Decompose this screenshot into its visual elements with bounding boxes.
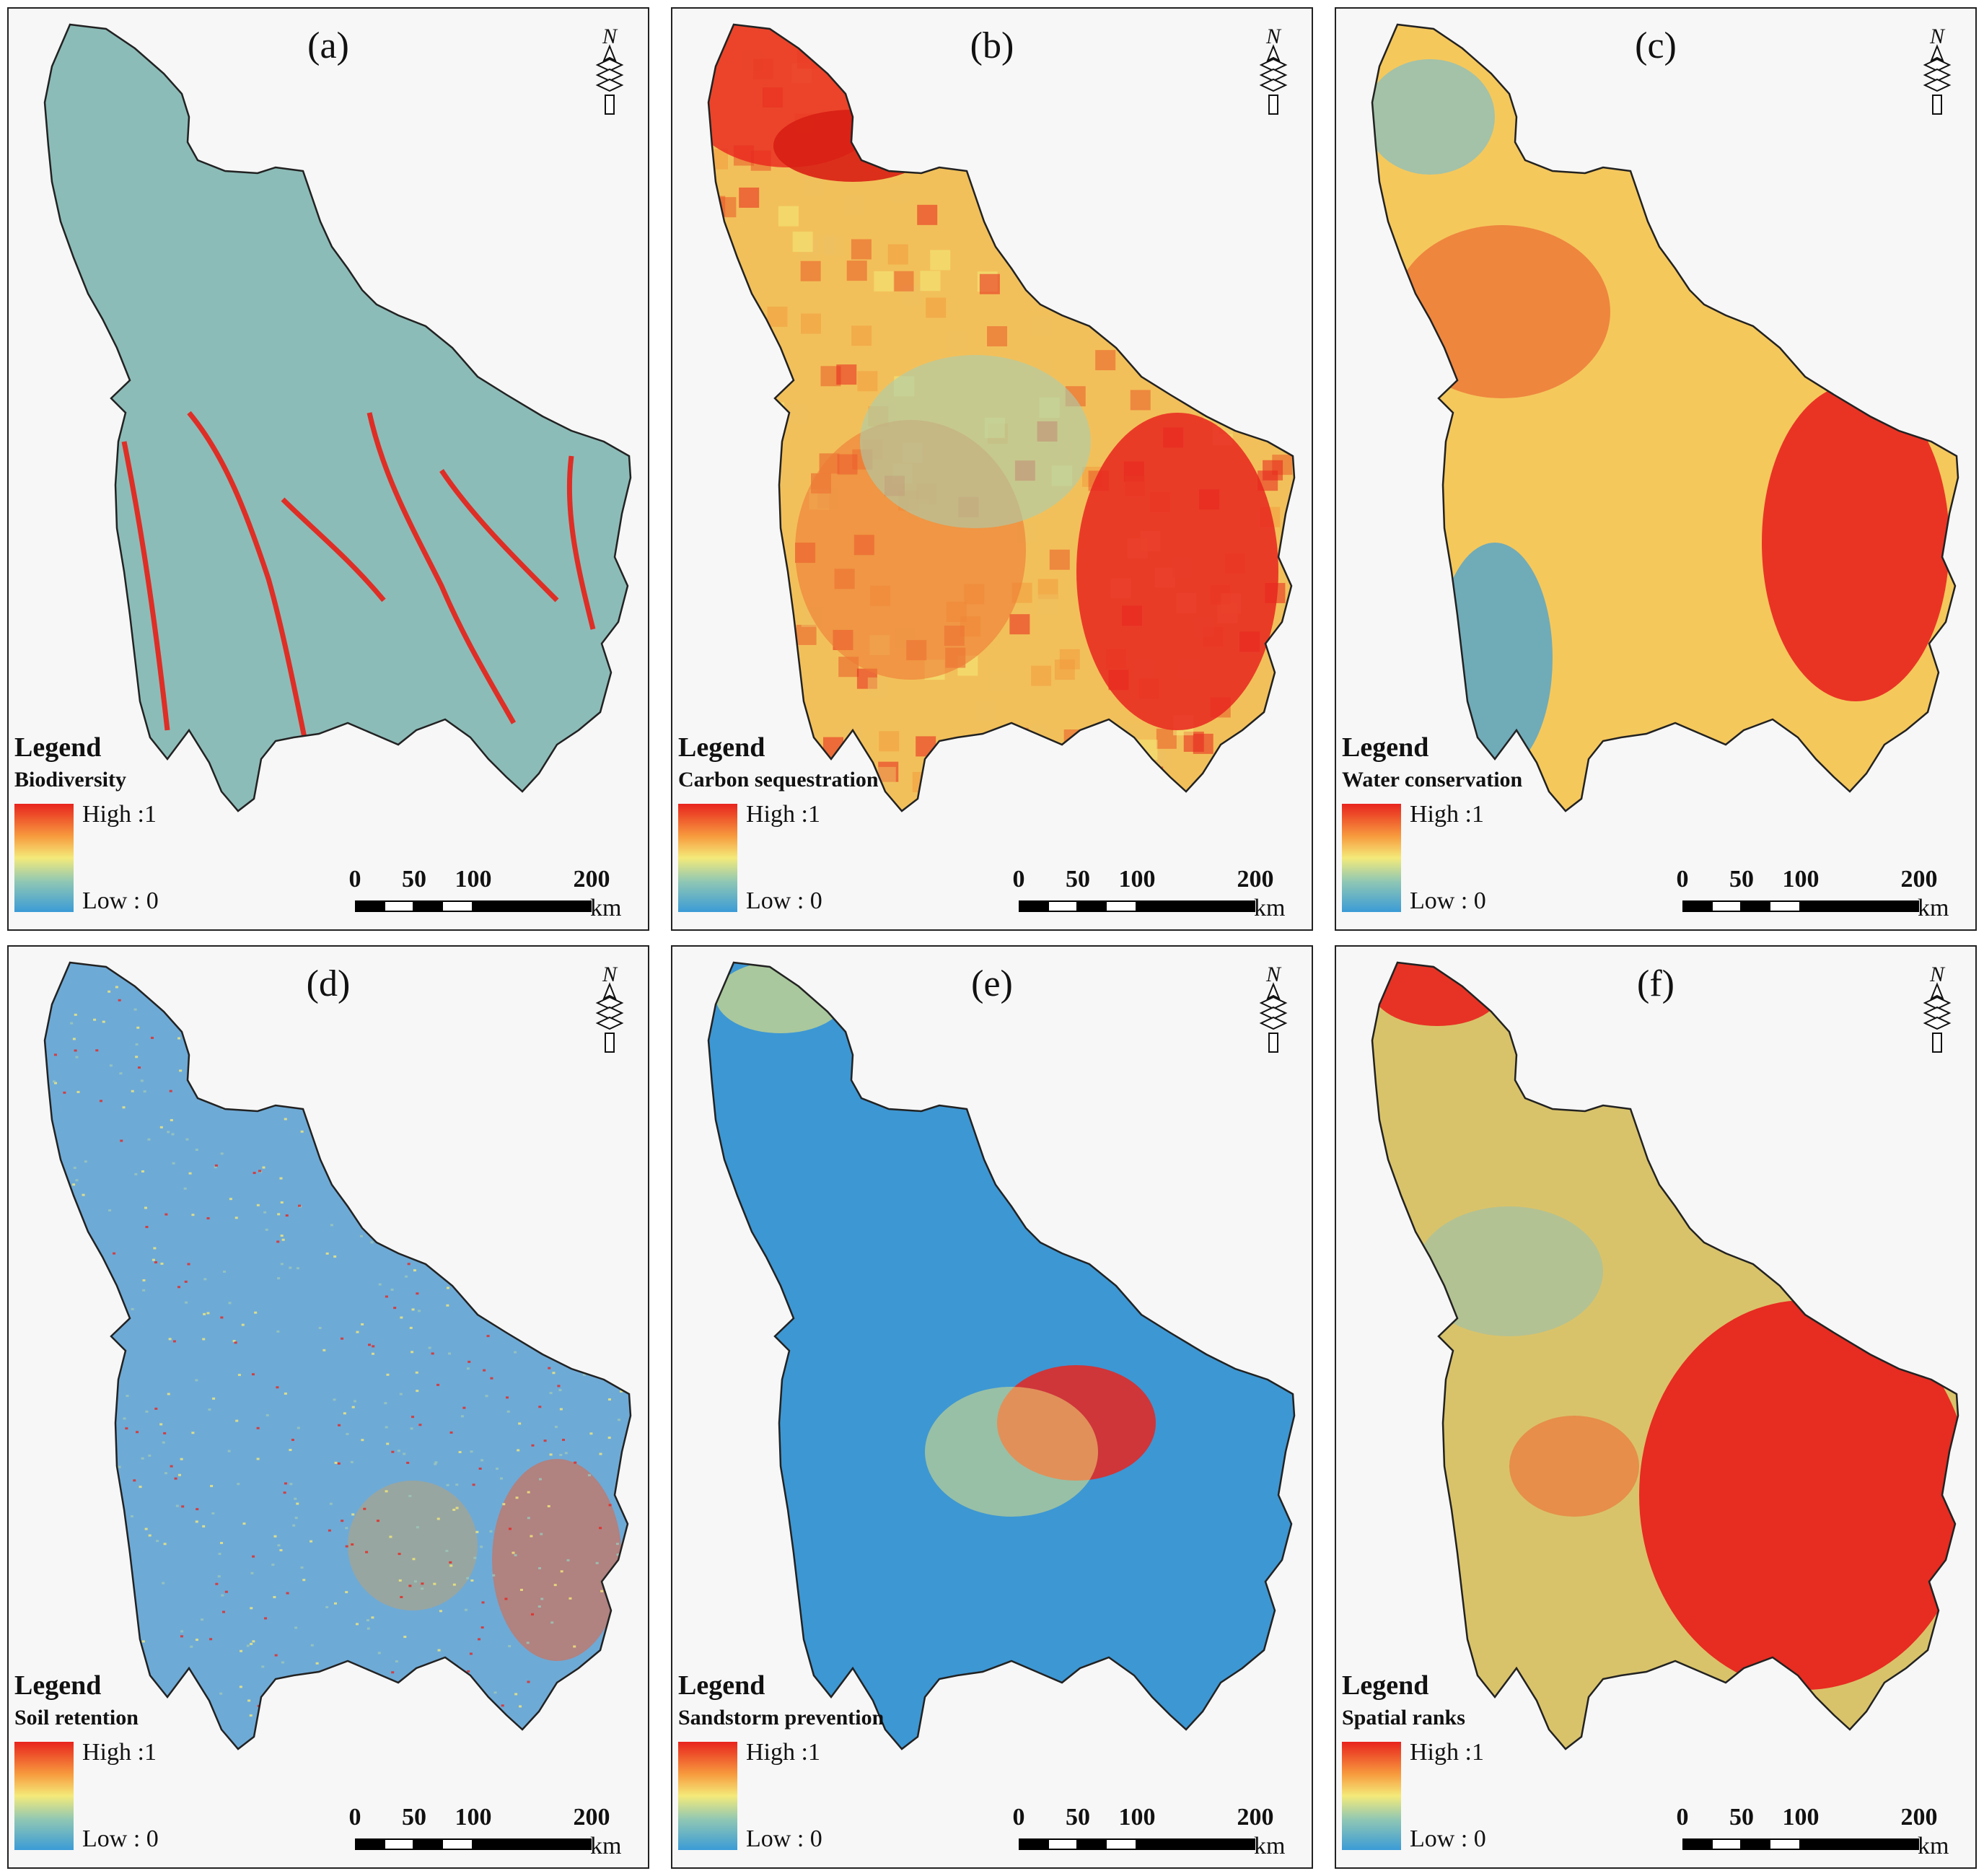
legend-high-label: High :1 (82, 1739, 157, 1766)
scale-bar: 0 50 100 200 (1006, 866, 1274, 912)
map-area (1371, 23, 1959, 812)
scale-tick-50: 50 (1066, 866, 1090, 893)
legend-title: Legend (1342, 1670, 1429, 1701)
scale-tick-100: 100 (1118, 1804, 1156, 1831)
scale-bar: 0 50 100 200 (1669, 1804, 1938, 1850)
legend-high-label: High :1 (746, 801, 820, 828)
legend-layer-name: Carbon sequestration (678, 768, 879, 792)
scale-bar: 0 50 100 200 (342, 1804, 610, 1850)
map-panel-b: (b) N Legend Carbon sequestration High :… (671, 7, 1313, 931)
legend-layer-name: Soil retention (14, 1706, 139, 1730)
scale-tick-50: 50 (1066, 1804, 1090, 1831)
scale-unit: km (590, 895, 622, 921)
scale-tick-0: 0 (348, 866, 361, 893)
scale-tick-200: 200 (1237, 866, 1274, 893)
scale-unit: km (1918, 895, 1949, 921)
scale-unit: km (590, 1833, 622, 1859)
scale-tick-50: 50 (1729, 1804, 1754, 1831)
legend-title: Legend (678, 1670, 765, 1701)
north-arrow-icon: N (1923, 963, 1952, 1053)
map-panel-c: (c) N Legend Water conservation High :1 … (1335, 7, 1977, 931)
scale-tick-100: 100 (1782, 866, 1820, 893)
map-panel-f: (f) N Legend Spatial ranks High :1 Low :… (1335, 945, 1977, 1869)
legend-high-label: High :1 (1410, 801, 1484, 828)
panel-label: (f) (1637, 963, 1674, 1004)
legend-layer-name: Water conservation (1342, 768, 1523, 792)
legend-low-label: Low : 0 (746, 887, 822, 914)
legend-layer-name: Sandstorm prevention (678, 1706, 885, 1730)
scale-unit: km (1254, 1833, 1286, 1859)
scale-bar: 0 50 100 200 (1669, 866, 1938, 912)
map-area (1371, 961, 1959, 1750)
scale-unit: km (1918, 1833, 1949, 1859)
scale-tick-0: 0 (1012, 866, 1025, 893)
svg-text:N: N (1265, 963, 1282, 986)
map-area (43, 23, 632, 812)
legend-color-ramp (14, 804, 74, 912)
map-area (707, 961, 1296, 1750)
scale-bar: 0 50 100 200 (1006, 1804, 1274, 1850)
legend-title: Legend (1342, 732, 1429, 763)
north-arrow-icon: N (1259, 963, 1288, 1053)
legend-title: Legend (678, 732, 765, 763)
map-panel-d: (d) N Legend Soil retention High :1 Low … (7, 945, 649, 1869)
legend-color-ramp (678, 1742, 737, 1850)
legend-color-ramp (678, 804, 737, 912)
map-panel-e: (e) N Legend Sandstorm prevention High :… (671, 945, 1313, 1869)
panel-label: (d) (306, 963, 351, 1004)
legend-low-label: Low : 0 (82, 1825, 159, 1852)
panel-label: (a) (307, 25, 349, 66)
legend-low-label: Low : 0 (746, 1825, 822, 1852)
north-arrow-icon: N (595, 25, 624, 115)
scale-tick-100: 100 (1118, 866, 1156, 893)
panel-label: (c) (1635, 25, 1677, 66)
legend-high-label: High :1 (1410, 1739, 1484, 1766)
north-arrow-icon: N (1923, 25, 1952, 115)
north-arrow-icon: N (595, 963, 624, 1053)
legend-color-ramp (1342, 1742, 1401, 1850)
scale-tick-200: 200 (1900, 1804, 1938, 1831)
svg-text:N: N (1929, 963, 1946, 986)
svg-text:N: N (1929, 25, 1946, 48)
scale-tick-200: 200 (573, 1804, 610, 1831)
map-area (707, 23, 1296, 812)
scale-tick-50: 50 (1729, 866, 1754, 893)
legend-low-label: Low : 0 (1410, 887, 1486, 914)
scale-bar: 0 50 100 200 (342, 866, 610, 912)
legend-high-label: High :1 (746, 1739, 820, 1766)
panel-label: (b) (970, 25, 1014, 66)
scale-tick-0: 0 (1676, 866, 1689, 893)
svg-text:N: N (602, 963, 618, 986)
scale-tick-50: 50 (402, 1804, 426, 1831)
scale-tick-100: 100 (455, 1804, 492, 1831)
panel-label: (e) (971, 963, 1013, 1004)
legend-low-label: Low : 0 (82, 887, 159, 914)
scale-tick-50: 50 (402, 866, 426, 893)
legend-title: Legend (14, 732, 102, 763)
map-area (43, 961, 632, 1750)
legend-layer-name: Spatial ranks (1342, 1706, 1465, 1730)
legend-layer-name: Biodiversity (14, 768, 126, 792)
scale-unit: km (1254, 895, 1286, 921)
scale-tick-0: 0 (1012, 1804, 1025, 1831)
legend-high-label: High :1 (82, 801, 157, 828)
svg-text:N: N (1265, 25, 1282, 48)
scale-tick-0: 0 (1676, 1804, 1689, 1831)
legend-color-ramp (1342, 804, 1401, 912)
legend-color-ramp (14, 1742, 74, 1850)
legend-low-label: Low : 0 (1410, 1825, 1486, 1852)
scale-tick-200: 200 (1237, 1804, 1274, 1831)
map-panel-a: (a) N Legend Biodiversity High :1 Low : … (7, 7, 649, 931)
scale-tick-100: 100 (1782, 1804, 1820, 1831)
scale-tick-200: 200 (573, 866, 610, 893)
scale-tick-0: 0 (348, 1804, 361, 1831)
north-arrow-icon: N (1259, 25, 1288, 115)
scale-tick-200: 200 (1900, 866, 1938, 893)
scale-tick-100: 100 (455, 866, 492, 893)
legend-title: Legend (14, 1670, 102, 1701)
svg-text:N: N (602, 25, 618, 48)
